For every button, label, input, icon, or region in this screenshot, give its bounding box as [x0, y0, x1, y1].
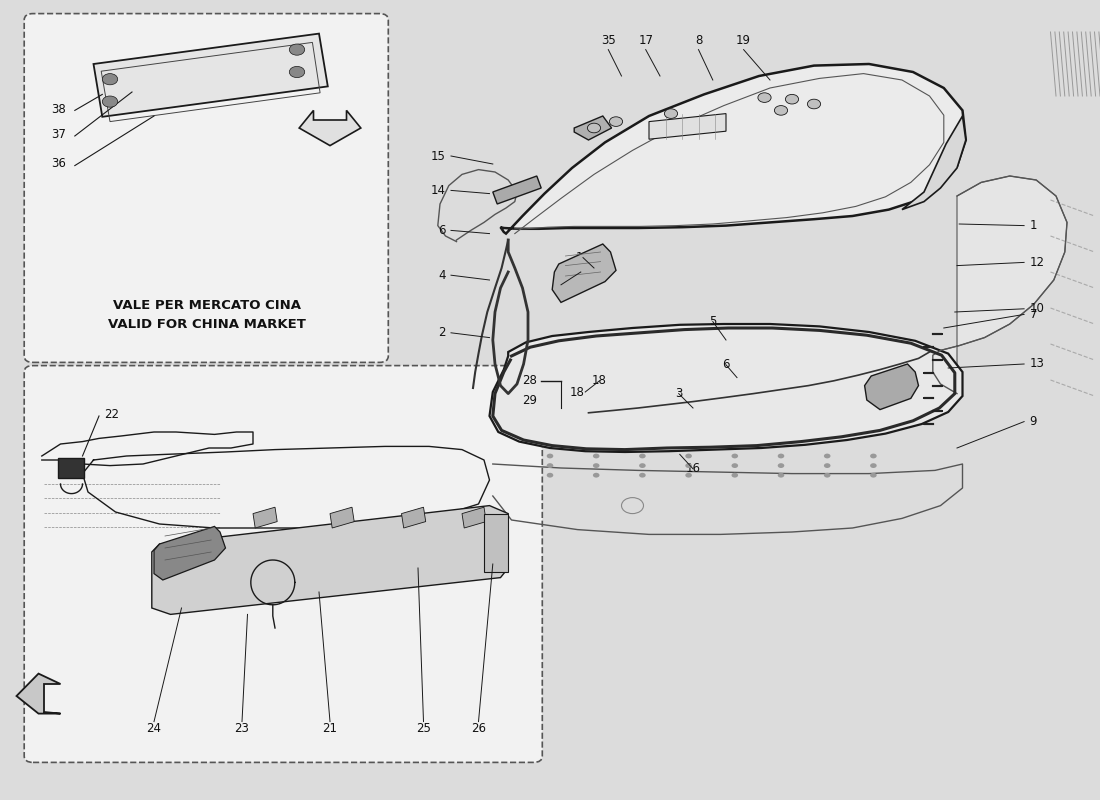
Polygon shape [16, 674, 60, 714]
Circle shape [639, 473, 646, 478]
Text: 12: 12 [1030, 256, 1045, 269]
Text: 16: 16 [685, 462, 701, 475]
Circle shape [547, 463, 553, 468]
Polygon shape [933, 176, 1067, 394]
Text: 3: 3 [675, 387, 682, 400]
Circle shape [593, 473, 600, 478]
Circle shape [547, 454, 553, 458]
Polygon shape [152, 506, 508, 614]
Text: 36: 36 [51, 157, 66, 170]
Text: 18: 18 [592, 374, 607, 387]
Circle shape [664, 109, 678, 118]
Circle shape [824, 454, 830, 458]
Polygon shape [462, 507, 486, 528]
Text: 35: 35 [601, 34, 616, 46]
Circle shape [870, 473, 877, 478]
Text: 29: 29 [521, 394, 537, 406]
Circle shape [778, 454, 784, 458]
Text: 5: 5 [710, 315, 716, 328]
Circle shape [732, 463, 738, 468]
Text: 19: 19 [736, 34, 751, 46]
Text: 28: 28 [521, 374, 537, 387]
Circle shape [639, 454, 646, 458]
Circle shape [685, 454, 692, 458]
Circle shape [732, 454, 738, 458]
Text: 37: 37 [51, 128, 66, 141]
Polygon shape [58, 458, 84, 478]
Polygon shape [94, 34, 328, 117]
Circle shape [685, 463, 692, 468]
Circle shape [774, 106, 788, 115]
Text: 1: 1 [1030, 219, 1037, 232]
Circle shape [732, 473, 738, 478]
Circle shape [587, 123, 601, 133]
Text: 2: 2 [438, 326, 446, 339]
Circle shape [807, 99, 821, 109]
Text: 17: 17 [638, 34, 653, 46]
Text: 24: 24 [146, 722, 162, 734]
Text: 6: 6 [438, 224, 446, 237]
Circle shape [778, 473, 784, 478]
Circle shape [870, 463, 877, 468]
Polygon shape [649, 114, 726, 139]
Circle shape [593, 454, 600, 458]
Circle shape [758, 93, 771, 102]
Circle shape [289, 66, 305, 78]
Text: 7: 7 [1030, 308, 1037, 321]
Polygon shape [552, 244, 616, 302]
Text: 25: 25 [416, 722, 431, 734]
Polygon shape [330, 507, 354, 528]
Circle shape [593, 463, 600, 468]
Polygon shape [253, 507, 277, 528]
Circle shape [102, 96, 118, 107]
FancyBboxPatch shape [24, 366, 542, 762]
Text: 14: 14 [430, 184, 446, 197]
Text: 9: 9 [1030, 415, 1037, 428]
Circle shape [778, 463, 784, 468]
Text: VALID FOR CHINA MARKET: VALID FOR CHINA MARKET [108, 318, 306, 330]
Circle shape [102, 74, 118, 85]
Text: 13: 13 [1030, 358, 1045, 370]
Polygon shape [500, 64, 966, 234]
Text: 15: 15 [430, 150, 446, 162]
Text: 21: 21 [322, 722, 338, 734]
Polygon shape [493, 176, 541, 204]
Text: 22: 22 [104, 408, 120, 421]
Circle shape [824, 473, 830, 478]
Text: 18: 18 [570, 386, 585, 398]
Polygon shape [299, 110, 361, 146]
Text: 8: 8 [695, 34, 702, 46]
Circle shape [685, 473, 692, 478]
Polygon shape [490, 324, 962, 452]
FancyBboxPatch shape [24, 14, 388, 362]
Circle shape [870, 454, 877, 458]
Text: 23: 23 [234, 722, 250, 734]
Polygon shape [154, 526, 226, 580]
Polygon shape [402, 507, 426, 528]
Text: 38: 38 [52, 103, 66, 116]
Text: 10: 10 [1030, 302, 1045, 315]
Circle shape [609, 117, 623, 126]
Polygon shape [902, 116, 966, 210]
Polygon shape [865, 364, 918, 410]
Text: 13: 13 [575, 251, 591, 264]
Text: VALE PER MERCATO CINA: VALE PER MERCATO CINA [113, 299, 300, 312]
Text: 27: 27 [553, 278, 569, 291]
Text: 6: 6 [723, 358, 729, 371]
Circle shape [639, 463, 646, 468]
Circle shape [785, 94, 799, 104]
Text: 4: 4 [438, 269, 446, 282]
Text: 26: 26 [471, 722, 486, 734]
Polygon shape [574, 116, 612, 140]
Circle shape [289, 44, 305, 55]
Polygon shape [484, 514, 508, 572]
Circle shape [824, 463, 830, 468]
Circle shape [547, 473, 553, 478]
